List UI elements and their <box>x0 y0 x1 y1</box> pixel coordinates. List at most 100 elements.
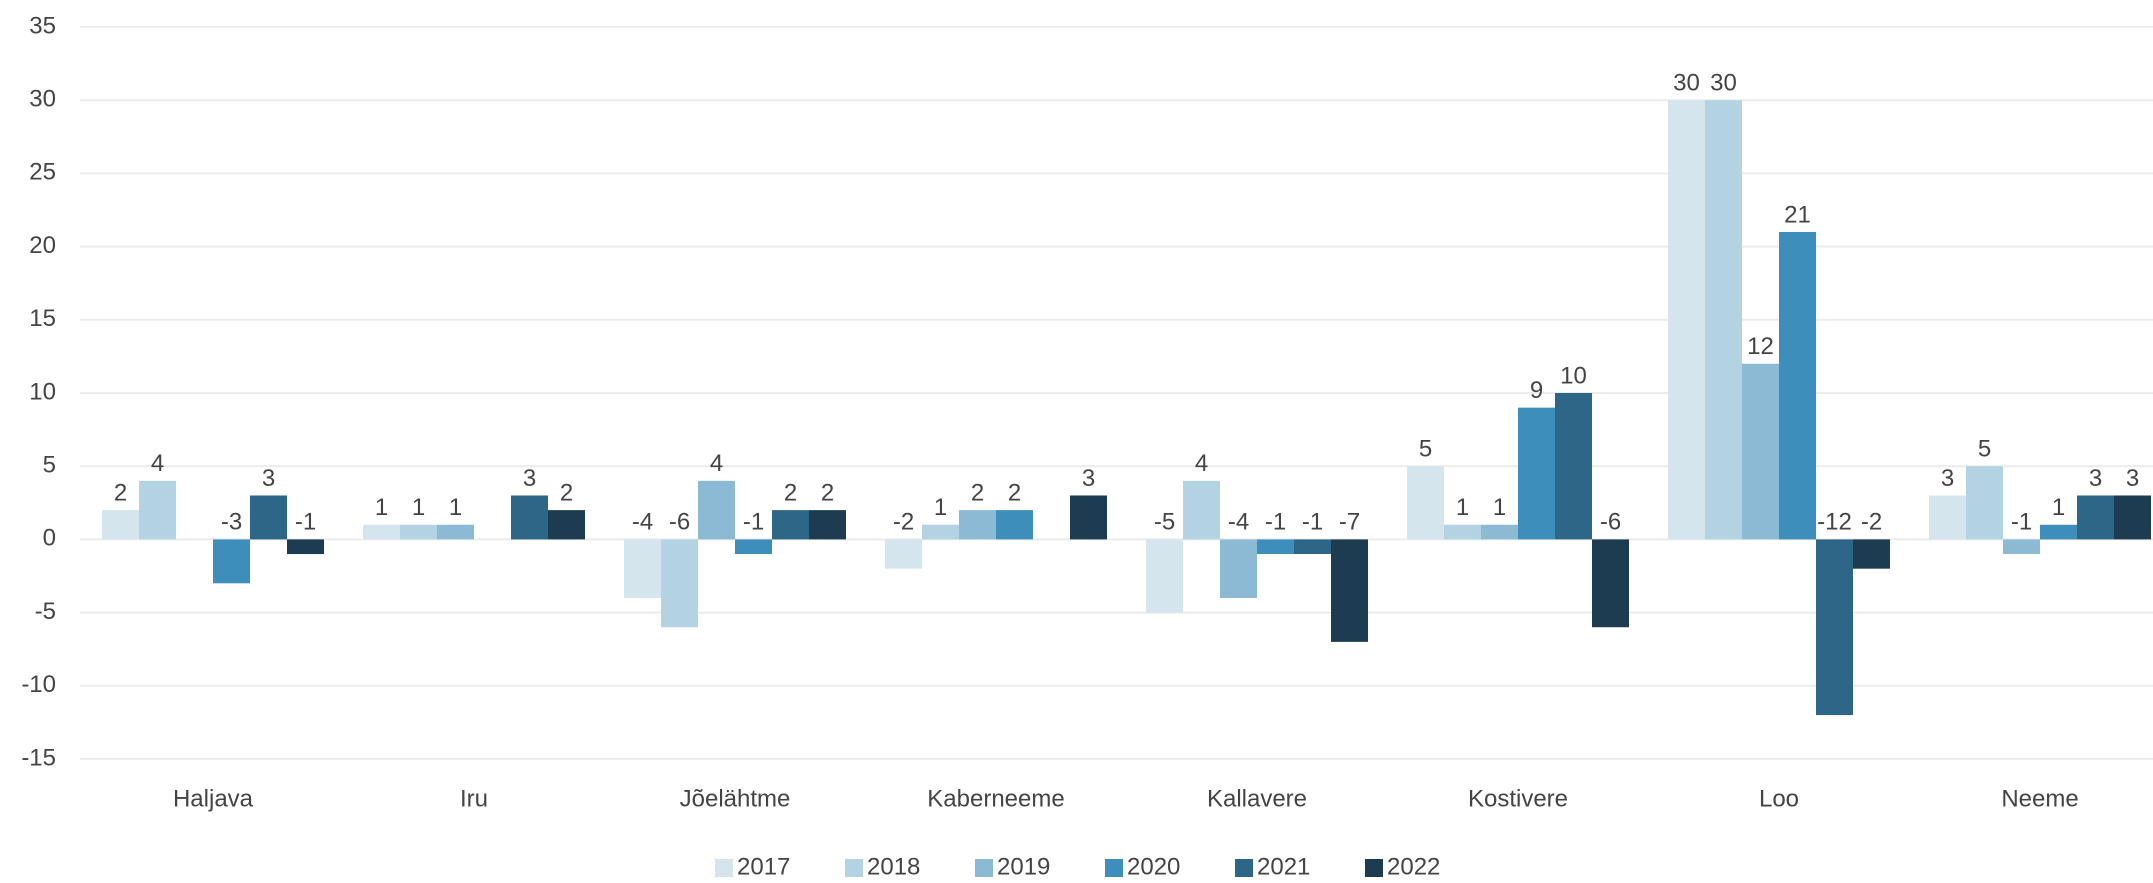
bar <box>1816 539 1853 716</box>
data-label: -7 <box>1339 509 1360 536</box>
bar <box>1331 539 1368 642</box>
y-tick-label: -5 <box>35 598 56 625</box>
data-label: 1 <box>1456 494 1469 521</box>
data-label: 1 <box>1493 494 1506 521</box>
x-tick-label: Haljava <box>173 785 254 812</box>
bar <box>1555 393 1592 540</box>
data-label: 2 <box>784 479 797 506</box>
x-tick-label: Kostivere <box>1468 785 1568 812</box>
x-tick-label: Kallavere <box>1207 785 1307 812</box>
data-label: 1 <box>934 494 947 521</box>
legend-swatch <box>1365 859 1383 877</box>
bar <box>437 524 474 540</box>
bar <box>661 539 698 628</box>
data-label: -1 <box>743 509 764 536</box>
y-tick-label: -15 <box>21 744 56 771</box>
data-label: 1 <box>449 494 462 521</box>
y-tick-label: 10 <box>29 378 56 405</box>
bar <box>363 524 400 540</box>
legend-swatch <box>1235 859 1253 877</box>
bar <box>2003 539 2040 555</box>
y-tick-label: 15 <box>29 305 56 332</box>
bar <box>2114 495 2151 540</box>
data-label: -4 <box>1228 509 1249 536</box>
bar <box>996 510 1033 540</box>
data-label: 9 <box>1530 377 1543 404</box>
data-label: -1 <box>1265 509 1286 536</box>
data-label: 30 <box>1673 70 1700 97</box>
data-label: 2 <box>971 479 984 506</box>
bar <box>1853 539 1890 569</box>
data-label: -4 <box>632 509 653 536</box>
bar <box>1779 231 1816 540</box>
y-tick-label: 0 <box>43 525 56 552</box>
bar <box>1929 495 1966 540</box>
bar <box>1742 363 1779 540</box>
bar <box>2077 495 2114 540</box>
data-label: -12 <box>1817 509 1852 536</box>
bar <box>287 539 324 555</box>
data-label: -5 <box>1154 509 1175 536</box>
bar <box>772 510 809 540</box>
legend-label: 2017 <box>737 853 790 880</box>
bar <box>735 539 772 555</box>
bar <box>809 510 846 540</box>
data-label: 2 <box>1008 479 1021 506</box>
data-label: 5 <box>1419 436 1432 463</box>
bar <box>1183 480 1220 540</box>
bar <box>1146 539 1183 613</box>
bar <box>922 524 959 540</box>
bar <box>885 539 922 569</box>
data-label: -1 <box>1302 509 1323 536</box>
data-label: 1 <box>2052 494 2065 521</box>
bar <box>1294 539 1331 555</box>
bar <box>400 524 437 540</box>
y-tick-label: -10 <box>21 671 56 698</box>
legend-swatch <box>975 859 993 877</box>
x-tick-label: Jõelähtme <box>680 785 791 812</box>
data-label: -1 <box>2011 509 2032 536</box>
legend-label: 2019 <box>997 853 1050 880</box>
y-tick-label: 5 <box>43 452 56 479</box>
data-label: 12 <box>1747 333 1774 360</box>
y-tick-label: 30 <box>29 86 56 113</box>
data-label: 3 <box>2126 465 2139 492</box>
data-label: 3 <box>2089 465 2102 492</box>
bar <box>139 480 176 540</box>
data-label: 4 <box>1195 450 1208 477</box>
legend-swatch <box>845 859 863 877</box>
data-label: 3 <box>1941 465 1954 492</box>
bar <box>1668 100 1705 540</box>
data-label: 21 <box>1784 201 1811 228</box>
bar <box>959 510 996 540</box>
bar <box>213 539 250 584</box>
bar <box>1407 466 1444 540</box>
x-tick-label: Neeme <box>2001 785 2078 812</box>
bar <box>1966 466 2003 540</box>
bar <box>548 510 585 540</box>
data-label: 1 <box>412 494 425 521</box>
legend-label: 2021 <box>1257 853 1310 880</box>
x-tick-label: Iru <box>460 785 488 812</box>
bar <box>1592 539 1629 628</box>
data-label: 30 <box>1710 70 1737 97</box>
legend-swatch <box>1105 859 1123 877</box>
legend-label: 2018 <box>867 853 920 880</box>
data-label: 10 <box>1560 362 1587 389</box>
data-label: -1 <box>295 509 316 536</box>
bar <box>1070 495 1107 540</box>
bar <box>250 495 287 540</box>
bar <box>511 495 548 540</box>
data-label: 2 <box>114 479 127 506</box>
bar <box>2040 524 2077 540</box>
bar <box>1705 100 1742 540</box>
data-label: 3 <box>523 465 536 492</box>
data-label: 3 <box>262 465 275 492</box>
y-tick-label: 35 <box>29 12 56 39</box>
bar <box>1481 524 1518 540</box>
x-tick-label: Loo <box>1759 785 1799 812</box>
y-tick-label: 20 <box>29 232 56 259</box>
data-label: -6 <box>1600 509 1621 536</box>
data-label: -2 <box>1861 509 1882 536</box>
